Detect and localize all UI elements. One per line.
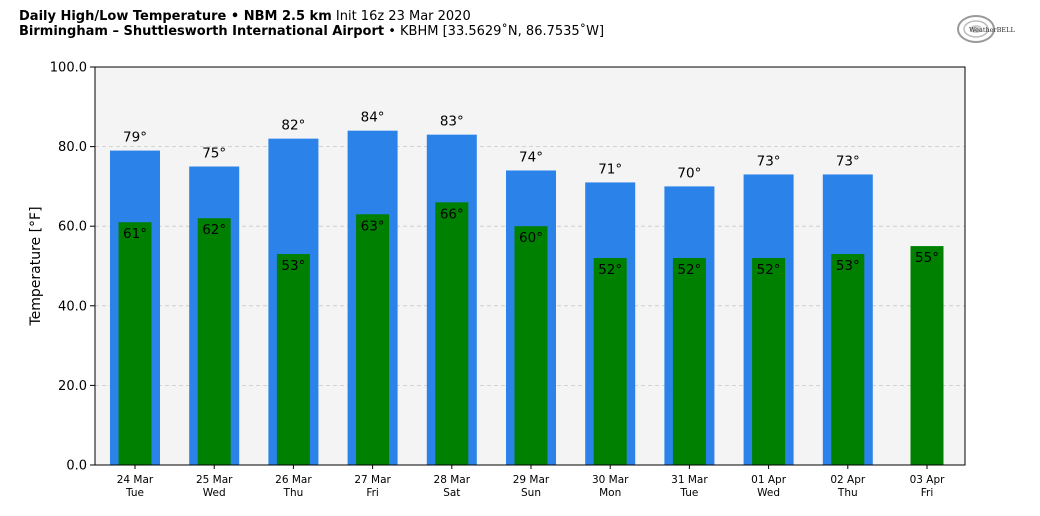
weatherbell-logo: WeatherBELL <box>957 15 1015 43</box>
x-tick-label-day: Sat <box>443 487 460 499</box>
x-tick-label-date: 29 Mar <box>513 474 550 486</box>
chart-title: Daily High/Low Temperature • NBM 2.5 km <box>19 9 332 24</box>
y-tick-label: 60.0 <box>58 220 87 235</box>
low-temp-label: 52° <box>757 262 781 278</box>
y-tick-label: 100.0 <box>50 61 87 76</box>
chart-header: Daily High/Low Temperature • NBM 2.5 km … <box>19 9 604 39</box>
low-temp-bar <box>435 202 469 465</box>
x-tick-label-date: 31 Mar <box>671 474 708 486</box>
header-line-2: Birmingham – Shuttlesworth International… <box>19 24 604 39</box>
x-tick-label-date: 26 Mar <box>275 474 312 486</box>
x-tick-label-day: Tue <box>125 487 144 499</box>
plot-frame <box>94 66 966 466</box>
high-temp-label: 84° <box>361 110 385 126</box>
high-temp-label: 79° <box>123 130 147 146</box>
low-temp-label: 63° <box>361 218 385 234</box>
high-temp-label: 74° <box>519 149 543 165</box>
low-temp-bar <box>276 254 310 465</box>
low-temp-label: 62° <box>202 222 226 238</box>
y-tick-label: 20.0 <box>58 379 87 394</box>
x-tick-label-day: Tue <box>679 487 698 499</box>
low-temp-label: 52° <box>598 262 622 278</box>
high-temp-label: 71° <box>598 161 622 177</box>
data-labels-group: 79° 75° 82° 84° 83° 74° 71° 70° 73° 73° 61° 62° 53° 6… <box>123 110 939 278</box>
x-tick-label-day: Thu <box>837 487 858 499</box>
x-tick-label-date: 28 Mar <box>434 474 471 486</box>
low-temp-label: 61° <box>123 226 147 242</box>
y-tick-label: 80.0 <box>58 140 87 155</box>
low-temp-label: 53° <box>836 258 860 274</box>
high-temp-label: 82° <box>281 118 305 134</box>
low-temp-label: 55° <box>915 250 939 266</box>
y-axis: 0.0 20.0 40.0 60.0 80.0 100.0 <box>50 61 95 474</box>
x-tick-label-date: 03 Apr <box>910 474 946 486</box>
high-temp-label: 73° <box>836 153 860 169</box>
init-time: Init 16z 23 Mar 2020 <box>335 9 471 24</box>
header-line-1: Daily High/Low Temperature • NBM 2.5 km … <box>19 9 604 24</box>
x-tick-label-day: Wed <box>203 487 226 499</box>
x-tick-label-date: 24 Mar <box>117 474 154 486</box>
y-tick-label: 40.0 <box>58 299 87 314</box>
low-temp-bar <box>514 226 548 465</box>
low-temp-label: 60° <box>519 230 543 246</box>
low-temp-bar <box>672 258 706 465</box>
x-tick-label-day: Thu <box>283 487 304 499</box>
x-tick-label-day: Fri <box>366 487 379 499</box>
location-name: Birmingham – Shuttlesworth International… <box>19 24 385 39</box>
y-tick-label: 0.0 <box>66 459 87 474</box>
x-tick-label-day: Mon <box>599 487 621 499</box>
high-temp-label: 75° <box>202 146 226 162</box>
low-temp-bar <box>593 258 627 465</box>
low-temp-bar <box>752 258 786 465</box>
x-tick-label-date: 27 Mar <box>354 474 391 486</box>
x-tick-label-date: 02 Apr <box>830 474 866 486</box>
high-temp-label: 83° <box>440 114 464 130</box>
low-temp-bar <box>197 218 231 465</box>
x-tick-label-day: Wed <box>757 487 780 499</box>
y-axis-title: Temperature [°F] <box>28 206 44 326</box>
x-tick-label-date: 25 Mar <box>196 474 233 486</box>
low-temp-label: 53° <box>281 258 305 274</box>
logo-text: WeatherBELL <box>969 26 1015 34</box>
x-tick-label-date: 01 Apr <box>751 474 787 486</box>
low-temp-bar <box>831 254 865 465</box>
low-temp-bar <box>356 214 390 465</box>
bars-group <box>110 130 944 466</box>
x-tick-label-day: Sun <box>521 487 541 499</box>
low-temp-bar <box>118 222 152 465</box>
station-info: • KBHM [33.5629˚N, 86.7535˚W] <box>388 24 605 39</box>
low-temp-bar <box>910 246 944 465</box>
low-temp-label: 66° <box>440 206 464 222</box>
low-temp-label: 52° <box>677 262 701 278</box>
high-temp-label: 73° <box>757 153 781 169</box>
high-temp-label: 70° <box>677 165 701 181</box>
x-tick-label-day: Fri <box>921 487 934 499</box>
logo-swirl-icon <box>957 15 995 43</box>
x-tick-label-date: 30 Mar <box>592 474 629 486</box>
